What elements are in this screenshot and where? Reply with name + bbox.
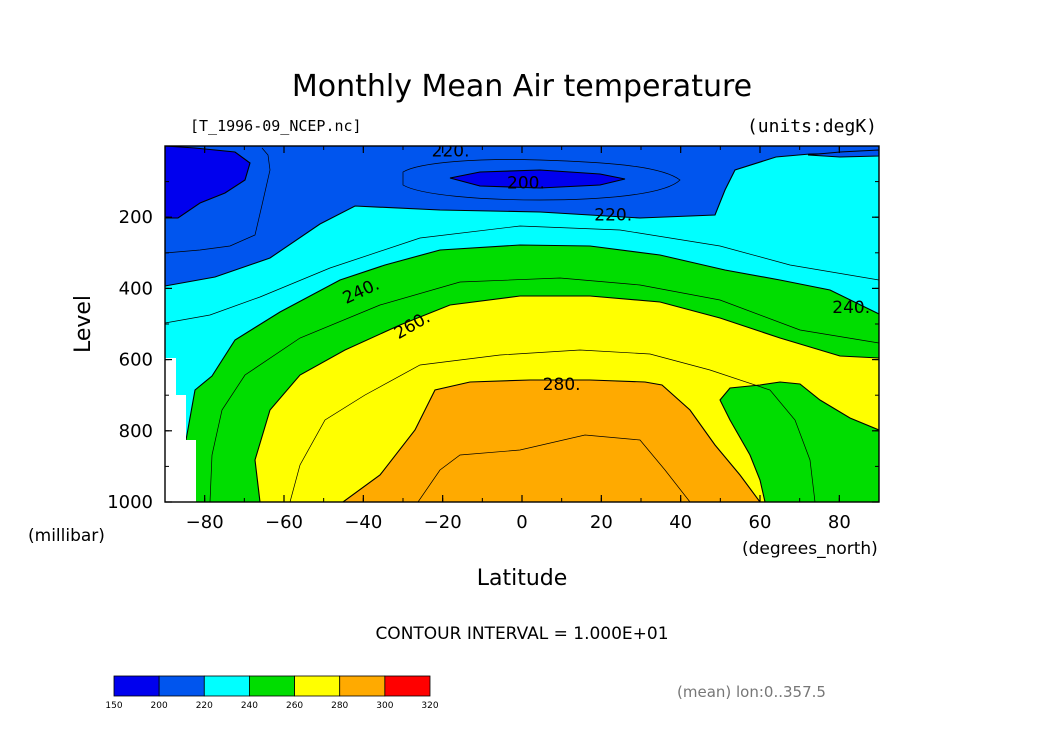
y-tick-label: 600: [119, 350, 153, 371]
y-unit-label: (millibar): [28, 526, 105, 546]
contour-label: 280.: [543, 375, 581, 395]
fill-200-220-edge: [807, 149, 879, 158]
colorbar-swatch: [203, 675, 250, 697]
colorbar-label: 220: [196, 701, 213, 711]
fill-below-200-core: [449, 169, 626, 189]
contour-label: 240.: [832, 298, 870, 318]
colorbar-label: 150: [105, 701, 122, 711]
fill-280-300: [342, 379, 761, 502]
x-tick-label: 60: [749, 512, 772, 533]
contour-label: 200.: [507, 173, 545, 193]
x-axis: −80 −60 −40 −20 0 20 40 60 80: [164, 146, 880, 533]
x-unit-label: (degrees_north): [742, 539, 878, 559]
colorbar-swatch: [384, 675, 431, 697]
missing-data-region: [165, 358, 196, 502]
colorbar: 150 200 220 240 260 280 300 320: [105, 675, 439, 711]
x-tick-label: 0: [516, 512, 527, 533]
plot-area: 220.200.220.240.260.280.240.: [165, 141, 879, 502]
colorbar-label: 280: [331, 701, 348, 711]
colorbar-label: 260: [286, 701, 303, 711]
colorbar-label: 200: [151, 701, 168, 711]
x-axis-title: Latitude: [477, 566, 568, 591]
x-tick-label: −60: [265, 512, 303, 533]
footnote-mean-lon: (mean) lon:0..357.5: [677, 683, 826, 701]
y-tick-label: 400: [119, 278, 153, 299]
chart-title: Monthly Mean Air temperature: [292, 69, 752, 104]
colorbar-swatch: [113, 675, 160, 697]
y-axis: 200 400 600 800 1000: [107, 181, 879, 513]
chart-subtitle-file: [T_1996-09_NCEP.nc]: [190, 117, 362, 135]
x-tick-label: 40: [669, 512, 692, 533]
colorbar-swatch: [339, 675, 386, 697]
colorbar-label: 320: [421, 701, 438, 711]
fill-below-200-polar: [165, 146, 251, 219]
y-axis-title: Level: [71, 295, 96, 353]
contour-interval-label: CONTOUR INTERVAL = 1.000E+01: [375, 624, 668, 644]
colorbar-swatch: [249, 675, 295, 697]
colorbar-label: 300: [376, 701, 393, 711]
x-tick-label: 20: [590, 512, 613, 533]
x-tick-label: −40: [344, 512, 382, 533]
colorbar-swatch: [294, 675, 341, 697]
y-tick-label: 200: [119, 207, 153, 228]
contour-label: 220.: [594, 205, 632, 225]
thin-contours: [165, 147, 879, 502]
contour-label: 220.: [432, 141, 470, 161]
y-tick-label: 1000: [107, 492, 153, 513]
x-tick-label: −20: [424, 512, 462, 533]
colorbar-label: 240: [241, 701, 258, 711]
y-tick-label: 800: [119, 421, 153, 442]
chart-units-label: (units:degK): [747, 116, 877, 137]
x-tick-label: −80: [186, 512, 224, 533]
colorbar-swatch: [158, 675, 205, 697]
x-tick-label: 80: [828, 512, 851, 533]
